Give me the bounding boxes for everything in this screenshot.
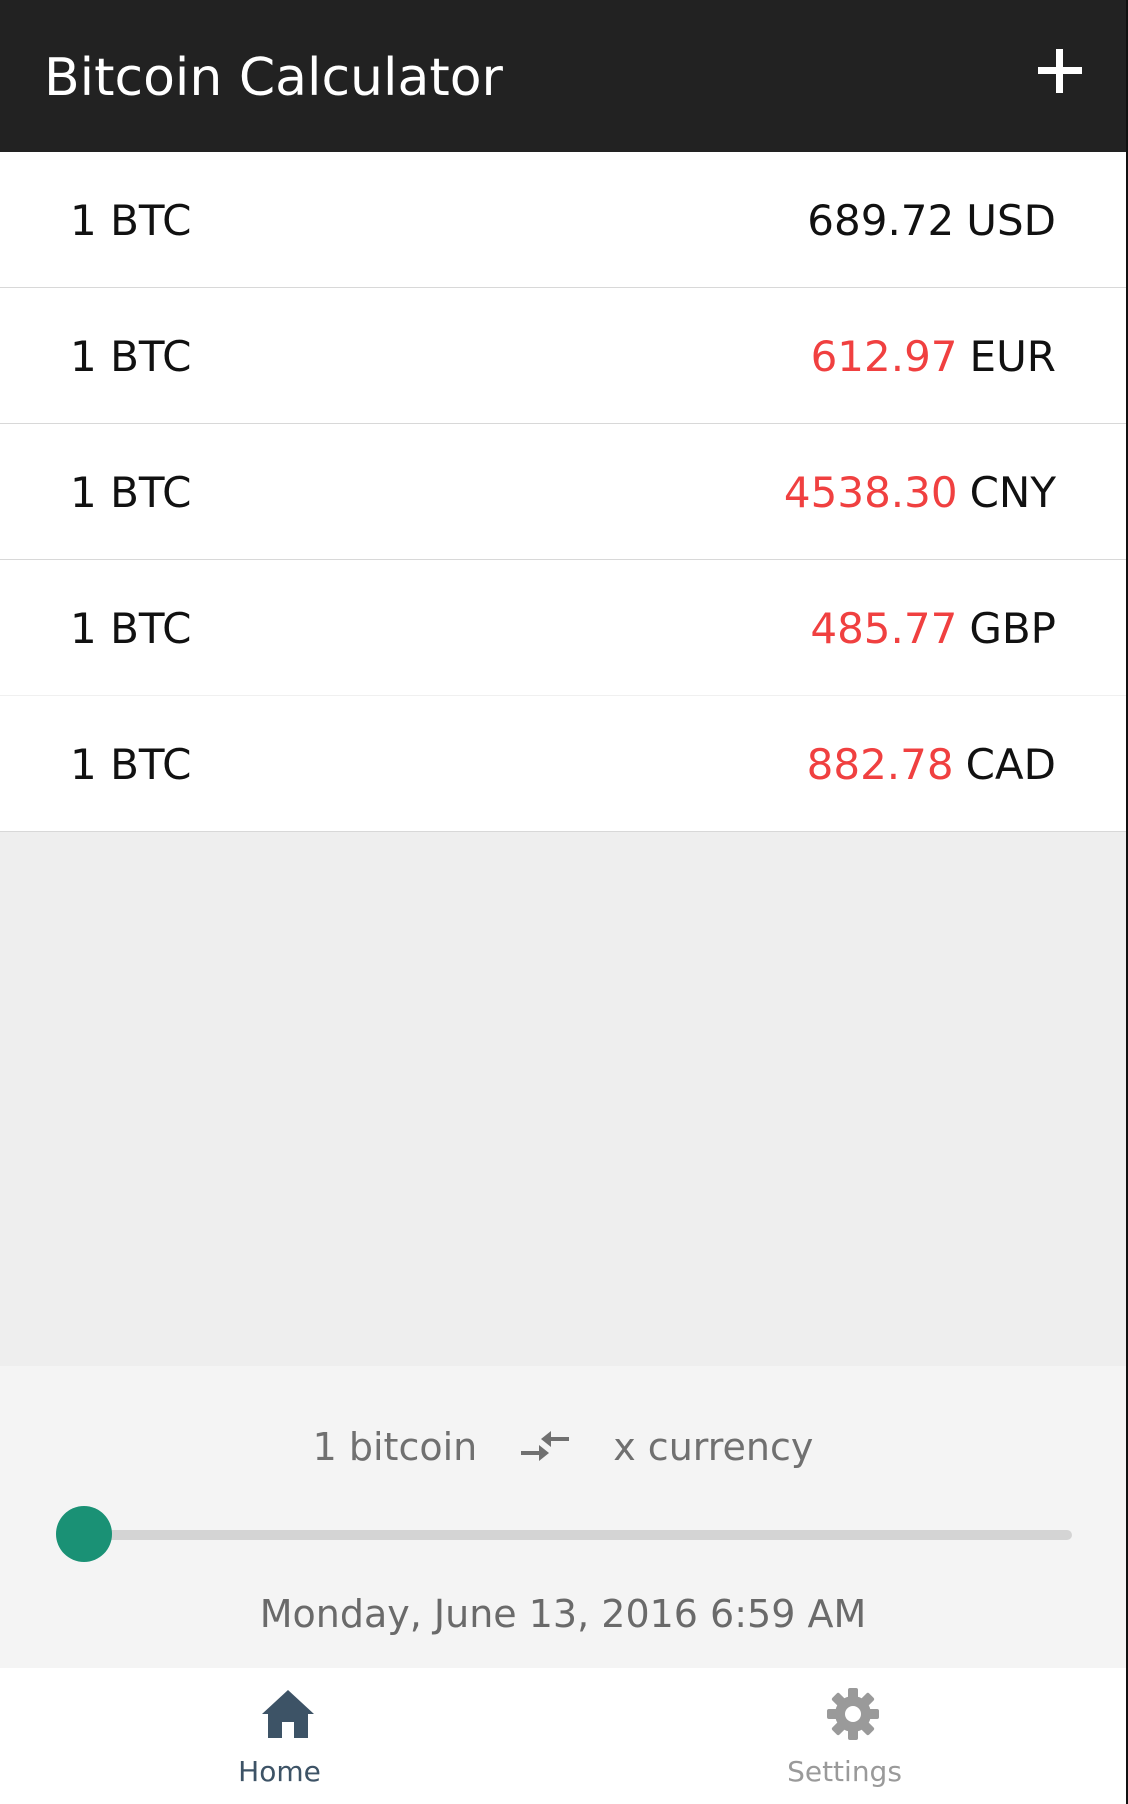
rate-amount: 485.77 [810,604,958,653]
slider-track[interactable] [80,1530,1072,1540]
mode-from-label: 1 bitcoin [312,1424,478,1469]
rate-amount: 689.72 [807,196,955,245]
swap-button[interactable] [517,1421,573,1473]
rates-list: 1 BTC 689.72 USD 1 BTC 612.97 EUR 1 BTC 45… [0,152,1126,832]
rate-value: 689.72 USD [807,196,1056,246]
conversion-mode: 1 bitcoin x currency [0,1418,1126,1470]
rate-row-cny[interactable]: 1 BTC 4538.30 CNY [0,424,1126,560]
nav-settings-label: Settings [787,1755,902,1788]
empty-area [0,838,1126,1366]
screen-edge [1126,0,1128,1804]
nav-home-label: Home [238,1755,321,1788]
mode-to-label: x currency [613,1424,814,1469]
swap-arrows-icon [521,1430,570,1461]
controls-panel: 1 bitcoin x currency Monday, June 13, 20… [0,1366,1126,1668]
bottom-nav: Home Setti [0,1668,1126,1804]
app-bar: Bitcoin Calculator [0,0,1126,152]
add-currency-button[interactable] [1030,40,1090,100]
nav-settings[interactable]: Settings [563,1668,1126,1804]
rate-base: 1 BTC [70,740,192,789]
rate-row-usd[interactable]: 1 BTC 689.72 USD [0,152,1126,288]
time-slider[interactable] [56,1506,1072,1562]
rate-row-eur[interactable]: 1 BTC 612.97 EUR [0,288,1126,424]
rate-amount: 612.97 [810,332,958,381]
rate-currency: GBP [969,604,1056,653]
rate-value: 612.97 EUR [811,332,1056,382]
home-icon [261,1690,314,1738]
rate-value: 4538.30 CNY [784,468,1056,518]
rate-amount: 4538.30 [783,468,958,517]
rate-currency: CNY [969,468,1056,517]
rate-currency: EUR [969,332,1056,381]
app-title: Bitcoin Calculator [44,48,503,108]
rate-currency: CAD [965,740,1056,789]
rate-base: 1 BTC [70,604,192,653]
rate-base: 1 BTC [70,332,192,381]
slider-thumb[interactable] [56,1506,112,1562]
rate-row-cad[interactable]: 1 BTC 882.78 CAD [0,696,1126,832]
nav-home[interactable]: Home [0,1668,563,1804]
rate-value: 882.78 CAD [807,740,1056,790]
rate-currency: USD [966,196,1056,245]
rate-base: 1 BTC [70,468,192,517]
gear-icon [826,1688,879,1740]
rate-base: 1 BTC [70,196,192,245]
rate-amount: 882.78 [806,740,954,789]
rate-value: 485.77 GBP [810,604,1056,654]
timestamp: Monday, June 13, 2016 6:59 AM [259,1592,867,1636]
rate-row-gbp[interactable]: 1 BTC 485.77 GBP [0,560,1126,696]
